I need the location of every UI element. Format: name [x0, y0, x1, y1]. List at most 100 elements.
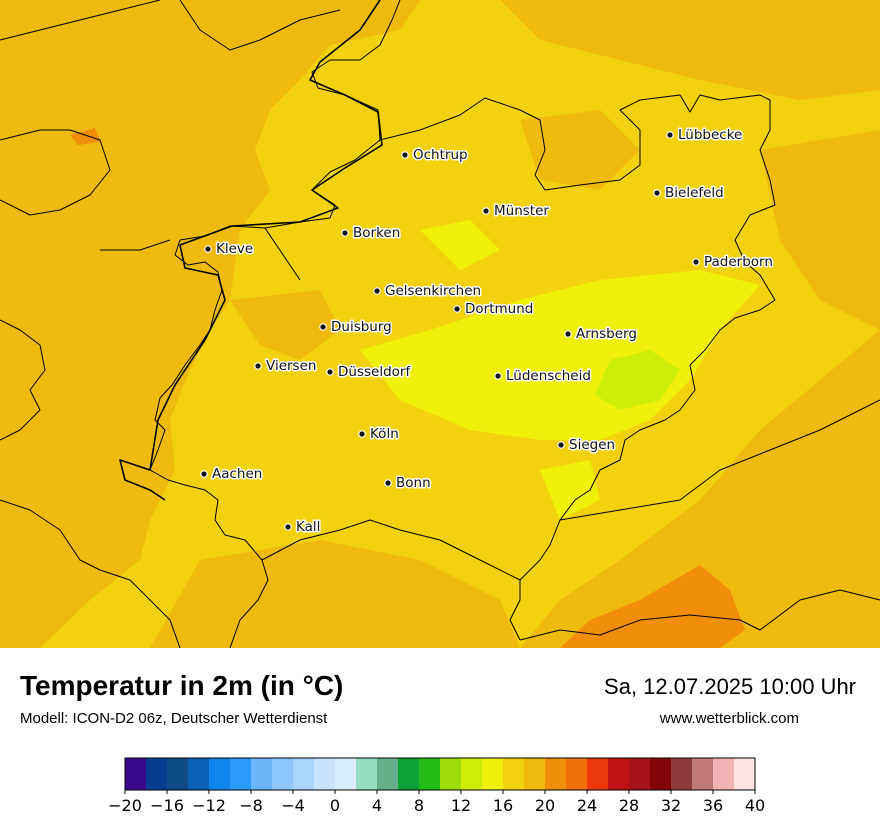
- legend-color-swatch: [356, 758, 378, 790]
- legend-tick-label: −4: [281, 796, 305, 815]
- legend-tick-label: 24: [577, 796, 597, 815]
- state-border-nrw: [264, 94, 776, 641]
- state-border-south: [559, 399, 880, 521]
- legend-tick-label: 36: [703, 796, 723, 815]
- legend-color-swatch: [293, 758, 315, 790]
- legend-color-swatch: [314, 758, 336, 790]
- legend-color-swatch: [209, 758, 231, 790]
- region-cooler-west: [0, 0, 420, 648]
- color-legend: −20 −16 −12 −8 −4 0 4 8 12 16 20 24 28 32 36 40: [0, 750, 880, 830]
- city-dot: [482, 207, 490, 215]
- city-dot: [384, 479, 392, 487]
- city-label: Bielefeld: [665, 185, 724, 201]
- legend-tick-label: 4: [372, 796, 382, 815]
- city-label: Duisburg: [331, 319, 392, 335]
- city-label: Ochtrup: [413, 147, 468, 163]
- state-border-nrw: [261, 519, 521, 581]
- city-dot: [358, 430, 366, 438]
- legend-color-swatch: [692, 758, 714, 790]
- legend-color-swatch: [629, 758, 651, 790]
- country-border: [0, 129, 111, 216]
- state-border-south: [519, 589, 880, 641]
- city-dot: [692, 258, 700, 266]
- city-label: Arnsberg: [576, 326, 637, 342]
- legend-color-swatch: [545, 758, 567, 790]
- city-dot: [341, 229, 349, 237]
- city-label: Bonn: [396, 475, 431, 491]
- city-label: Gelsenkirchen: [385, 283, 481, 299]
- legend-color-swatch: [671, 758, 693, 790]
- model-info: Modell: ICON-D2 06z, Deutscher Wetterdie…: [20, 710, 328, 727]
- city-dot: [319, 323, 327, 331]
- region-cool-highland: [420, 220, 500, 270]
- borders: [0, 0, 880, 648]
- legend-tick-label: 12: [451, 796, 471, 815]
- legend-color-swatch: [125, 758, 147, 790]
- legend-tick-label: 16: [493, 796, 513, 815]
- city-dot: [564, 330, 572, 338]
- region-cooler-west: [500, 0, 880, 100]
- legend-color-swatch: [608, 758, 630, 790]
- country-border: [0, 499, 181, 648]
- legend-tick-label: −16: [150, 796, 184, 815]
- city-dot: [653, 189, 661, 197]
- region-cooler-west: [150, 540, 520, 648]
- legend-color-swatch: [566, 758, 588, 790]
- forecast-datetime: Sa, 12.07.2025 10:00 Uhr: [604, 674, 856, 699]
- country-border: [100, 239, 171, 251]
- city-label: Münster: [494, 203, 549, 219]
- legend-color-swatch: [230, 758, 252, 790]
- state-border-nrw: [149, 0, 401, 648]
- country-border: [179, 0, 341, 51]
- legend-color-swatch: [251, 758, 273, 790]
- legend-color-swatch: [146, 758, 168, 790]
- legend-tick-label: 0: [330, 796, 340, 815]
- city-label: Paderborn: [704, 254, 773, 270]
- city-dot: [666, 131, 674, 139]
- city-dot: [453, 305, 461, 313]
- city-dot: [200, 470, 208, 478]
- legend-color-swatch: [713, 758, 735, 790]
- city-label: Kleve: [216, 241, 253, 257]
- legend-tick-label: 8: [414, 796, 424, 815]
- region-warm-southeast: [560, 565, 745, 648]
- legend-color-swatch: [167, 758, 189, 790]
- website-link[interactable]: www.wetterblick.com: [659, 710, 799, 727]
- city-dot: [401, 151, 409, 159]
- legend-color-swatch: [335, 758, 357, 790]
- city-dot: [373, 287, 381, 295]
- legend-color-swatch: [419, 758, 441, 790]
- legend-tick-label: 28: [619, 796, 639, 815]
- city-markers: Lübbecke Ochtrup Bielefeld Münster Borken Kle…: [200, 126, 774, 537]
- city-label: Lüdenscheid: [506, 368, 591, 384]
- city-label: Kall: [296, 519, 320, 535]
- legend-color-swatch: [524, 758, 546, 790]
- city-label: Viersen: [266, 358, 316, 374]
- city-dot: [326, 368, 334, 376]
- city-label: Düsseldorf: [338, 364, 411, 380]
- region-cool-highland: [540, 460, 600, 520]
- temperature-map[interactable]: Lübbecke Ochtrup Bielefeld Münster Borken Kle…: [0, 0, 880, 648]
- region-cooler-west: [520, 330, 880, 648]
- legend-color-swatch: [398, 758, 420, 790]
- city-label: Köln: [370, 426, 399, 442]
- city-label: Siegen: [569, 437, 615, 453]
- region-coldest-spot: [595, 350, 680, 410]
- legend-color-swatch: [734, 758, 756, 790]
- region-cooler-west: [230, 290, 340, 360]
- city-label: Borken: [353, 225, 400, 241]
- country-border: [0, 0, 161, 41]
- region-cooler-west: [520, 110, 640, 190]
- country-border: [0, 319, 46, 441]
- legend-tick-label: 40: [745, 796, 765, 815]
- legend-color-swatch: [650, 758, 672, 790]
- city-dot: [204, 245, 212, 253]
- legend-color-swatch: [482, 758, 504, 790]
- legend-tick-label: −20: [108, 796, 142, 815]
- city-dot: [254, 362, 262, 370]
- city-label: Dortmund: [465, 301, 533, 317]
- legend-color-swatch: [188, 758, 210, 790]
- legend-color-swatch: [377, 758, 399, 790]
- city-dot: [284, 523, 292, 531]
- legend-color-swatch: [587, 758, 609, 790]
